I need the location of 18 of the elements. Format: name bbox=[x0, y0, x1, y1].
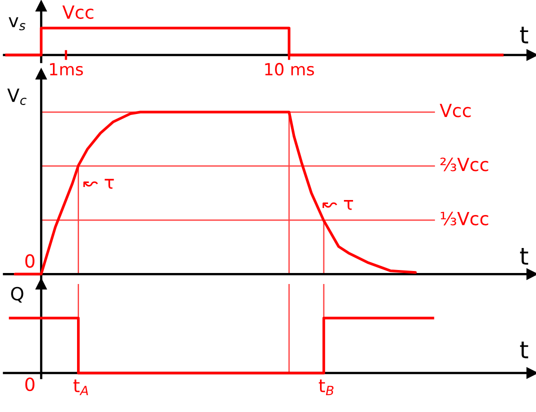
annotation: Vcc bbox=[62, 6, 94, 19]
x-axis-title: t bbox=[520, 342, 528, 358]
ref-line-label: t$_{A}$ bbox=[73, 379, 88, 396]
x-axis-title: t bbox=[520, 26, 528, 44]
y-axis-title: V$_{c}$ bbox=[7, 88, 26, 105]
y-axis-title: Q bbox=[11, 286, 24, 303]
y-axis-title: v$_{s}$ bbox=[8, 17, 26, 30]
ref-line-label: ⅓Vcc bbox=[440, 212, 488, 226]
text: 0 bbox=[25, 378, 34, 392]
annotation: ↜ τ bbox=[83, 178, 114, 189]
x-tick-label: 10 ms bbox=[265, 62, 314, 76]
annotation: 0 bbox=[25, 254, 34, 268]
x-tick-label: 1ms bbox=[50, 63, 83, 76]
ref-line-label: ⅔Vcc bbox=[440, 158, 488, 172]
ref-line-label: t$_{B}$ bbox=[318, 379, 334, 396]
x-axis-title: t bbox=[520, 248, 528, 265]
annotation: ↜ τ bbox=[322, 200, 354, 210]
ref-line-label: Vcc bbox=[440, 104, 471, 118]
